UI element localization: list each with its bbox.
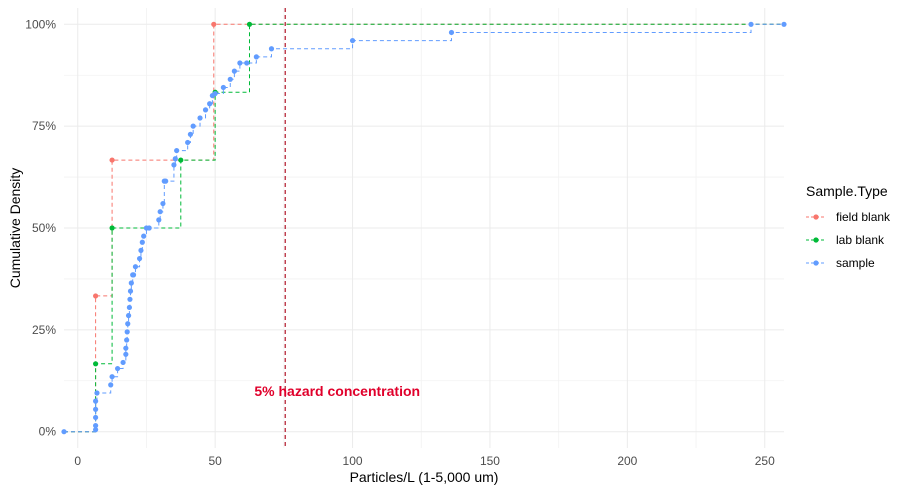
point-sample xyxy=(227,76,233,82)
legend-key-point-lab-blank xyxy=(813,237,819,243)
grid-major xyxy=(64,8,784,448)
point-sample xyxy=(123,351,129,357)
point-sample xyxy=(123,345,129,351)
point-lab-blank xyxy=(93,361,99,367)
point-sample xyxy=(130,272,137,278)
point-sample xyxy=(171,162,177,168)
point-sample xyxy=(93,398,99,404)
point-sample xyxy=(138,247,144,254)
point-sample xyxy=(93,414,99,421)
point-sample xyxy=(237,60,243,66)
point-lab-blank xyxy=(246,21,253,27)
point-sample xyxy=(231,68,237,74)
legend-title: Sample.Type xyxy=(806,183,888,199)
x-tick-label: 100 xyxy=(343,454,363,468)
point-sample xyxy=(202,107,209,113)
point-sample xyxy=(197,115,203,121)
point-sample xyxy=(268,46,275,52)
legend-key-point-sample xyxy=(813,260,819,266)
point-sample xyxy=(156,217,162,223)
point-sample xyxy=(349,37,356,44)
point-sample xyxy=(108,382,114,388)
point-lab-blank xyxy=(109,225,115,231)
point-sample xyxy=(172,156,178,162)
legend-key-point-field-blank xyxy=(813,214,819,220)
point-sample xyxy=(748,21,754,27)
point-sample xyxy=(207,101,213,107)
point-sample xyxy=(125,321,131,327)
point-sample xyxy=(136,255,143,262)
x-tick-label: 250 xyxy=(755,454,775,468)
x-tick-label: 150 xyxy=(480,454,500,468)
y-tick-labels: 0% 25% 50% 75% 100% xyxy=(25,17,56,438)
point-sample xyxy=(93,422,99,429)
point-sample xyxy=(187,131,194,137)
y-tick-label: 75% xyxy=(32,119,56,133)
point-sample xyxy=(163,178,169,184)
point-sample xyxy=(781,21,787,27)
point-sample xyxy=(253,54,259,60)
point-sample xyxy=(124,329,130,335)
x-tick-labels: 0 50 100 150 200 250 xyxy=(74,454,775,468)
point-sample xyxy=(448,29,455,36)
hazard-annotation: 5% hazard concentration xyxy=(254,383,420,399)
point-sample xyxy=(93,427,99,433)
point-sample xyxy=(146,225,152,231)
x-axis-title: Particles/L (1-5,000 um) xyxy=(350,469,499,485)
y-tick-label: 25% xyxy=(32,323,56,337)
point-field-blank xyxy=(109,157,115,163)
point-sample xyxy=(220,84,226,91)
point-sample xyxy=(127,288,134,294)
point-sample xyxy=(94,390,100,396)
point-field-blank xyxy=(211,21,217,27)
point-sample xyxy=(174,147,180,154)
point-sample xyxy=(61,429,67,435)
point-sample xyxy=(114,365,121,372)
point-sample xyxy=(127,296,133,302)
point-sample xyxy=(126,304,133,311)
x-tick-label: 0 xyxy=(74,454,81,468)
y-tick-label: 50% xyxy=(32,221,56,235)
point-sample xyxy=(157,209,163,215)
point-sample xyxy=(120,359,126,366)
point-sample xyxy=(244,60,250,66)
point-field-blank xyxy=(93,293,99,299)
point-sample xyxy=(125,312,132,319)
y-tick-label: 0% xyxy=(39,425,57,439)
point-sample xyxy=(139,239,145,245)
point-sample xyxy=(124,337,130,343)
point-sample xyxy=(160,200,166,207)
point-sample xyxy=(212,90,218,97)
legend-label-lab-blank: lab blank xyxy=(836,233,885,247)
legend-label-field-blank: field blank xyxy=(836,210,891,224)
y-axis-title: Cumulative Density xyxy=(7,168,23,289)
point-sample xyxy=(185,139,191,146)
y-tick-label: 100% xyxy=(25,17,56,31)
legend-label-sample: sample xyxy=(836,256,875,270)
point-sample xyxy=(132,264,139,270)
x-tick-label: 50 xyxy=(208,454,222,468)
point-lab-blank xyxy=(178,157,184,163)
point-sample xyxy=(141,233,147,239)
series-layer xyxy=(61,21,787,435)
legend: Sample.Type field blank lab blank sample xyxy=(806,183,891,270)
legend-items: field blank lab blank sample xyxy=(806,210,891,270)
point-sample xyxy=(190,123,196,129)
x-tick-label: 200 xyxy=(617,454,637,468)
series-line-field-blank xyxy=(64,23,784,433)
point-sample xyxy=(93,406,99,412)
point-sample xyxy=(128,280,134,286)
point-sample xyxy=(109,374,115,380)
